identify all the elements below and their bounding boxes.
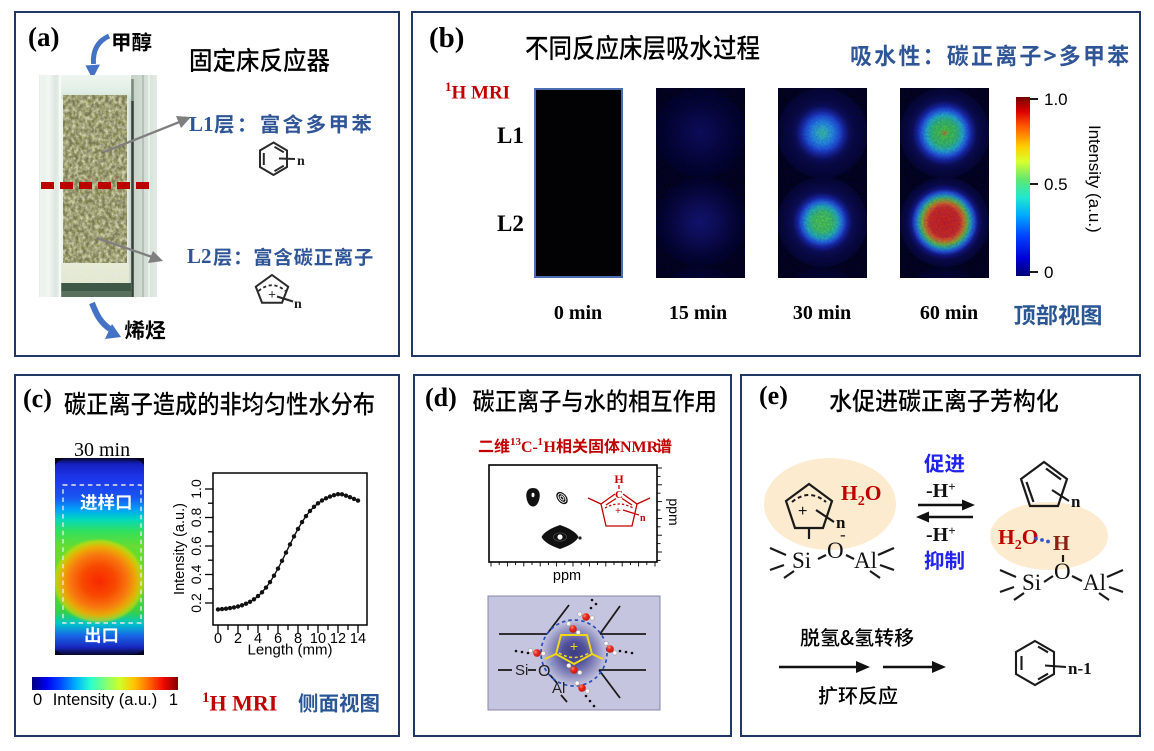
svg-text:O: O xyxy=(827,538,844,563)
svg-text:0.6: 0.6 xyxy=(188,536,204,556)
svg-text:+: + xyxy=(570,638,578,654)
svg-text:0.4: 0.4 xyxy=(188,565,204,585)
svg-text:n: n xyxy=(294,297,302,312)
svg-text:C-: C- xyxy=(521,439,538,456)
svg-text:0.8: 0.8 xyxy=(188,508,204,528)
svg-text:0: 0 xyxy=(33,691,42,709)
svg-text:Intensity (a.u.): Intensity (a.u.) xyxy=(172,503,188,595)
svg-text:6: 6 xyxy=(274,631,282,647)
svg-text:H: H xyxy=(1053,531,1070,555)
svg-text:4: 4 xyxy=(254,631,262,647)
svg-text:n: n xyxy=(1071,492,1081,511)
svg-text:1: 1 xyxy=(169,691,178,709)
svg-text:2: 2 xyxy=(234,631,242,647)
svg-text:1.0: 1.0 xyxy=(1044,90,1068,109)
svg-text:-: - xyxy=(550,658,554,670)
svg-text:1: 1 xyxy=(538,436,544,448)
svg-text:+: + xyxy=(798,503,807,520)
svg-text:-H+: -H+ xyxy=(926,523,956,546)
svg-text:+: + xyxy=(615,506,621,517)
svg-text:H: H xyxy=(614,472,624,486)
svg-text:1.0: 1.0 xyxy=(188,479,204,499)
svg-text:Si: Si xyxy=(792,548,811,573)
svg-text:H2O: H2O xyxy=(841,481,881,509)
svg-text:NMR: NMR xyxy=(620,439,659,456)
svg-text:Al: Al xyxy=(552,680,565,697)
svg-text:n: n xyxy=(297,154,305,169)
svg-text:Si: Si xyxy=(515,662,528,679)
svg-text:C: C xyxy=(615,489,623,501)
svg-text:Al: Al xyxy=(854,548,877,573)
svg-text:0: 0 xyxy=(1044,263,1053,282)
svg-text:Intensity (a.u.): Intensity (a.u.) xyxy=(1085,125,1104,233)
svg-text:+: + xyxy=(268,287,276,302)
svg-text:Al: Al xyxy=(1083,570,1106,595)
svg-text:ppm: ppm xyxy=(666,498,682,525)
svg-text:n: n xyxy=(640,513,646,524)
svg-text:O: O xyxy=(538,663,550,680)
svg-text:Si: Si xyxy=(1022,570,1041,595)
svg-text:Length (mm): Length (mm) xyxy=(247,642,332,659)
svg-text:ppm: ppm xyxy=(553,568,581,584)
svg-text:0.5: 0.5 xyxy=(1044,175,1068,194)
svg-text:0.2: 0.2 xyxy=(188,593,204,613)
svg-text:10: 10 xyxy=(310,631,326,647)
svg-text:14: 14 xyxy=(350,631,366,647)
svg-text:-H+: -H+ xyxy=(926,479,956,502)
svg-text:n-1: n-1 xyxy=(1068,659,1092,678)
svg-text:n: n xyxy=(836,513,846,532)
svg-text:0: 0 xyxy=(214,631,222,647)
svg-text:13: 13 xyxy=(510,436,522,448)
svg-text:8: 8 xyxy=(294,631,302,647)
svg-text:O: O xyxy=(1054,559,1071,584)
svg-text:Intensity (a.u.): Intensity (a.u.) xyxy=(53,691,158,709)
svg-text:-: - xyxy=(840,525,846,544)
svg-text:12: 12 xyxy=(330,631,346,647)
svg-text:H: H xyxy=(544,439,557,456)
